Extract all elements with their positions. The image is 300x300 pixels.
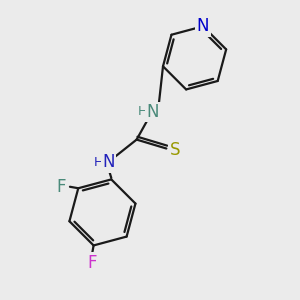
Text: N: N: [147, 103, 159, 121]
Text: F: F: [87, 254, 97, 272]
Text: S: S: [169, 141, 180, 159]
Text: N: N: [102, 154, 115, 172]
Text: F: F: [56, 178, 66, 196]
Text: H: H: [138, 106, 147, 118]
Text: H: H: [93, 156, 103, 169]
Text: N: N: [197, 17, 209, 35]
